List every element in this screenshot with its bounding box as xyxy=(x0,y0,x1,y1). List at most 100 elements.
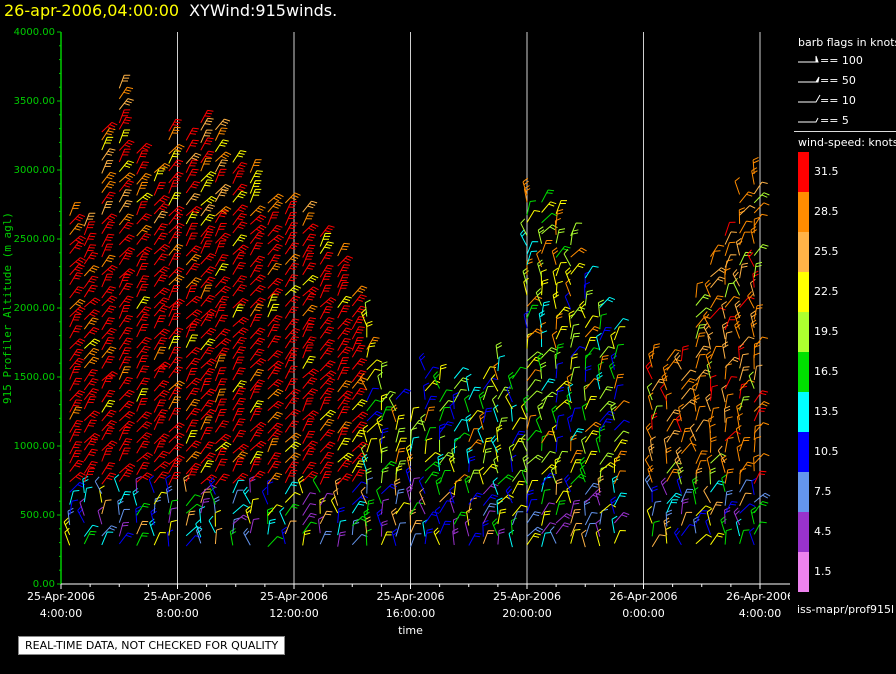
wind-barb xyxy=(83,448,98,462)
wind-barb xyxy=(570,346,586,358)
speed-label: 7.5 xyxy=(814,485,832,498)
wind-barb xyxy=(302,368,319,379)
wind-barb xyxy=(680,427,692,443)
wind-barb xyxy=(69,390,85,402)
wind-barb xyxy=(168,212,184,225)
wind-barb xyxy=(284,388,301,400)
wind-barb xyxy=(351,316,365,330)
wind-barb xyxy=(721,474,727,492)
wind-barb xyxy=(267,422,284,434)
wind-barb xyxy=(724,231,737,245)
wind-barb xyxy=(526,499,538,514)
wind-barb xyxy=(153,389,170,401)
wind-barb xyxy=(69,286,85,299)
wind-barb xyxy=(424,511,440,524)
wind-barb xyxy=(284,452,301,463)
wind-barb xyxy=(705,351,713,369)
wind-barb xyxy=(535,415,543,434)
wind-barb xyxy=(208,477,216,495)
wind-barb xyxy=(710,276,726,289)
wind-barb xyxy=(536,249,543,268)
wind-barb xyxy=(541,395,554,410)
wind-barb xyxy=(284,461,299,474)
wind-barb xyxy=(267,400,284,411)
wind-barb xyxy=(284,503,300,516)
wind-barb xyxy=(168,327,184,340)
wind-barb xyxy=(118,463,136,474)
wind-barb xyxy=(680,488,694,503)
wind-barb xyxy=(337,380,352,393)
wind-barb xyxy=(101,148,116,161)
wind-barb xyxy=(360,486,368,505)
wind-barb xyxy=(136,306,152,319)
wind-barb xyxy=(69,223,85,236)
wind-barb xyxy=(200,204,216,217)
wind-barb xyxy=(200,240,213,254)
wind-barb xyxy=(584,421,602,433)
wind-barb xyxy=(724,296,740,308)
wind-barb xyxy=(724,416,733,433)
wind-barb xyxy=(695,505,712,517)
wind-barb xyxy=(520,434,528,452)
wind-barb xyxy=(153,304,169,317)
wind-barb xyxy=(570,229,579,246)
wind-barb xyxy=(153,433,170,445)
wind-barb xyxy=(482,377,498,390)
wind-barb xyxy=(200,498,210,514)
wind-barb xyxy=(724,468,734,484)
wind-barb xyxy=(424,528,434,545)
wind-barb xyxy=(153,162,171,173)
wind-barb xyxy=(753,436,762,453)
wind-barb xyxy=(118,129,131,144)
wind-barb xyxy=(249,518,260,534)
wind-barb xyxy=(185,262,201,276)
wind-barb xyxy=(249,440,267,451)
wind-barb xyxy=(710,295,724,309)
wind-barb xyxy=(468,439,484,451)
wind-barb xyxy=(599,386,614,399)
wind-barb xyxy=(526,429,542,442)
wind-barb xyxy=(302,244,316,258)
wind-barb xyxy=(753,453,770,465)
wind-barb xyxy=(69,428,82,443)
wind-barb xyxy=(599,400,615,412)
wind-barb xyxy=(302,336,317,349)
wind-barb xyxy=(724,316,737,330)
wind-barb xyxy=(724,437,734,453)
wind-barb xyxy=(150,507,157,526)
wind-barb xyxy=(511,366,527,379)
wind-barb xyxy=(215,232,231,244)
wind-barb xyxy=(710,267,727,278)
wind-barb xyxy=(232,244,249,255)
wind-barb xyxy=(168,442,184,455)
wind-barb xyxy=(249,232,265,244)
wind-barb xyxy=(168,454,185,465)
wind-barb xyxy=(493,362,499,380)
speed-label: 16.5 xyxy=(814,365,839,378)
wind-barb xyxy=(185,398,201,412)
wind-barb xyxy=(395,427,406,443)
wind-barb xyxy=(136,246,153,258)
wind-barb xyxy=(284,295,301,307)
wind-barb xyxy=(360,444,368,462)
wind-barb xyxy=(753,181,768,195)
wind-barb xyxy=(302,344,314,359)
wind-barb xyxy=(83,356,100,369)
wind-barb xyxy=(753,336,769,349)
wind-barb xyxy=(118,491,132,505)
wind-barb xyxy=(337,255,354,267)
wind-barb xyxy=(267,411,283,423)
wind-barb xyxy=(552,267,559,286)
wind-barb xyxy=(118,508,130,523)
wind-barb xyxy=(452,392,460,410)
wind-barb xyxy=(680,345,689,362)
wind-barb xyxy=(644,454,653,473)
wind-barb xyxy=(249,498,259,514)
wind-barb xyxy=(136,253,149,267)
wind-barb xyxy=(69,213,86,225)
wind-barb xyxy=(284,441,302,452)
wind-barb xyxy=(424,380,441,392)
wind-barb xyxy=(453,419,468,432)
wind-barb xyxy=(663,435,670,453)
wind-barb xyxy=(319,441,336,453)
